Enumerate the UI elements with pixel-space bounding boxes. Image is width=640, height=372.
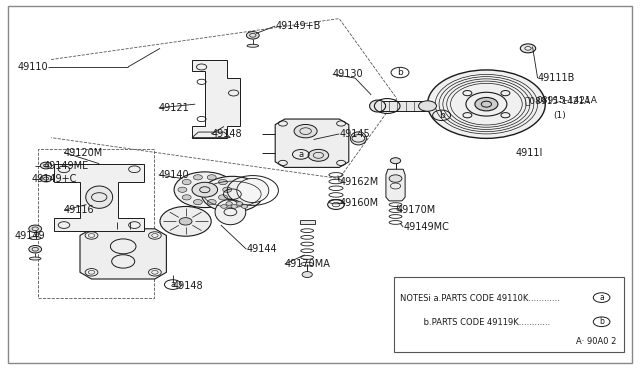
Text: 49110: 49110	[17, 62, 48, 72]
Text: NOTESi a.PARTS CODE 49110K............: NOTESi a.PARTS CODE 49110K............	[400, 294, 560, 303]
Circle shape	[40, 162, 52, 169]
Ellipse shape	[351, 132, 367, 145]
Circle shape	[218, 195, 227, 200]
Circle shape	[29, 225, 42, 232]
Text: 49170M: 49170M	[397, 205, 436, 215]
Text: 49149+C: 49149+C	[32, 174, 77, 183]
Circle shape	[207, 175, 216, 180]
Text: 49144: 49144	[246, 244, 277, 254]
Circle shape	[246, 32, 259, 39]
Text: 49140: 49140	[159, 170, 189, 180]
Circle shape	[428, 70, 545, 138]
Circle shape	[302, 272, 312, 278]
Circle shape	[231, 205, 237, 208]
Circle shape	[308, 150, 329, 161]
Text: 49148: 49148	[173, 282, 204, 291]
Ellipse shape	[86, 186, 113, 208]
Circle shape	[221, 205, 227, 208]
Text: a: a	[170, 280, 175, 289]
Circle shape	[294, 124, 317, 138]
Circle shape	[466, 92, 507, 116]
Circle shape	[160, 206, 211, 236]
Polygon shape	[192, 132, 230, 138]
Ellipse shape	[215, 199, 246, 225]
Circle shape	[218, 179, 227, 185]
Circle shape	[202, 176, 263, 212]
Ellipse shape	[29, 237, 41, 240]
Text: a: a	[599, 293, 604, 302]
Circle shape	[29, 246, 42, 253]
Circle shape	[174, 172, 236, 208]
Text: 49149ME: 49149ME	[44, 161, 89, 170]
Text: (1): (1)	[554, 111, 566, 120]
Text: b: b	[397, 68, 403, 77]
Ellipse shape	[247, 44, 259, 47]
Text: 4911I: 4911I	[515, 148, 543, 157]
Polygon shape	[192, 60, 240, 138]
Circle shape	[390, 158, 401, 164]
Circle shape	[226, 202, 232, 205]
Text: a: a	[298, 150, 303, 159]
Circle shape	[179, 218, 192, 225]
Text: b.PARTS CODE 49119K............: b.PARTS CODE 49119K............	[400, 318, 550, 327]
Text: 49116: 49116	[64, 205, 95, 215]
Ellipse shape	[370, 100, 385, 112]
Circle shape	[520, 44, 536, 53]
Text: 49162M: 49162M	[339, 177, 378, 187]
Circle shape	[182, 195, 191, 200]
Circle shape	[182, 179, 191, 185]
Circle shape	[475, 97, 498, 111]
Circle shape	[389, 175, 402, 182]
Text: 49120M: 49120M	[64, 148, 103, 157]
Text: 49148: 49148	[211, 129, 242, 139]
Text: 49111B: 49111B	[538, 73, 575, 83]
Circle shape	[223, 187, 232, 192]
Text: A· 90A0 2: A· 90A0 2	[576, 337, 616, 346]
Text: 49149: 49149	[14, 231, 45, 241]
Circle shape	[236, 202, 243, 205]
Text: 49160M: 49160M	[339, 198, 378, 208]
Circle shape	[241, 205, 248, 208]
Polygon shape	[80, 229, 166, 279]
Text: 49149MC: 49149MC	[403, 222, 449, 232]
Text: 49130: 49130	[333, 70, 364, 79]
Circle shape	[192, 182, 218, 197]
Text: 49145: 49145	[339, 129, 370, 139]
Text: Ⓥ08915-1421A: Ⓥ08915-1421A	[525, 96, 591, 105]
Circle shape	[193, 199, 202, 205]
Text: 08915-1421A: 08915-1421A	[536, 96, 597, 105]
Circle shape	[419, 101, 436, 111]
Ellipse shape	[29, 257, 41, 260]
Text: 49149+B: 49149+B	[275, 21, 321, 31]
Text: b: b	[599, 317, 604, 326]
Circle shape	[40, 175, 52, 182]
Circle shape	[207, 199, 216, 205]
Ellipse shape	[237, 179, 269, 202]
Bar	[381, 101, 428, 111]
Text: 49121: 49121	[159, 103, 189, 113]
Text: 49170MA: 49170MA	[285, 259, 331, 269]
Bar	[300, 220, 315, 224]
Circle shape	[178, 187, 187, 192]
Polygon shape	[386, 169, 405, 201]
Bar	[394, 277, 624, 352]
Circle shape	[193, 175, 202, 180]
Text: b: b	[439, 111, 444, 120]
Polygon shape	[54, 164, 144, 231]
Polygon shape	[275, 119, 349, 167]
